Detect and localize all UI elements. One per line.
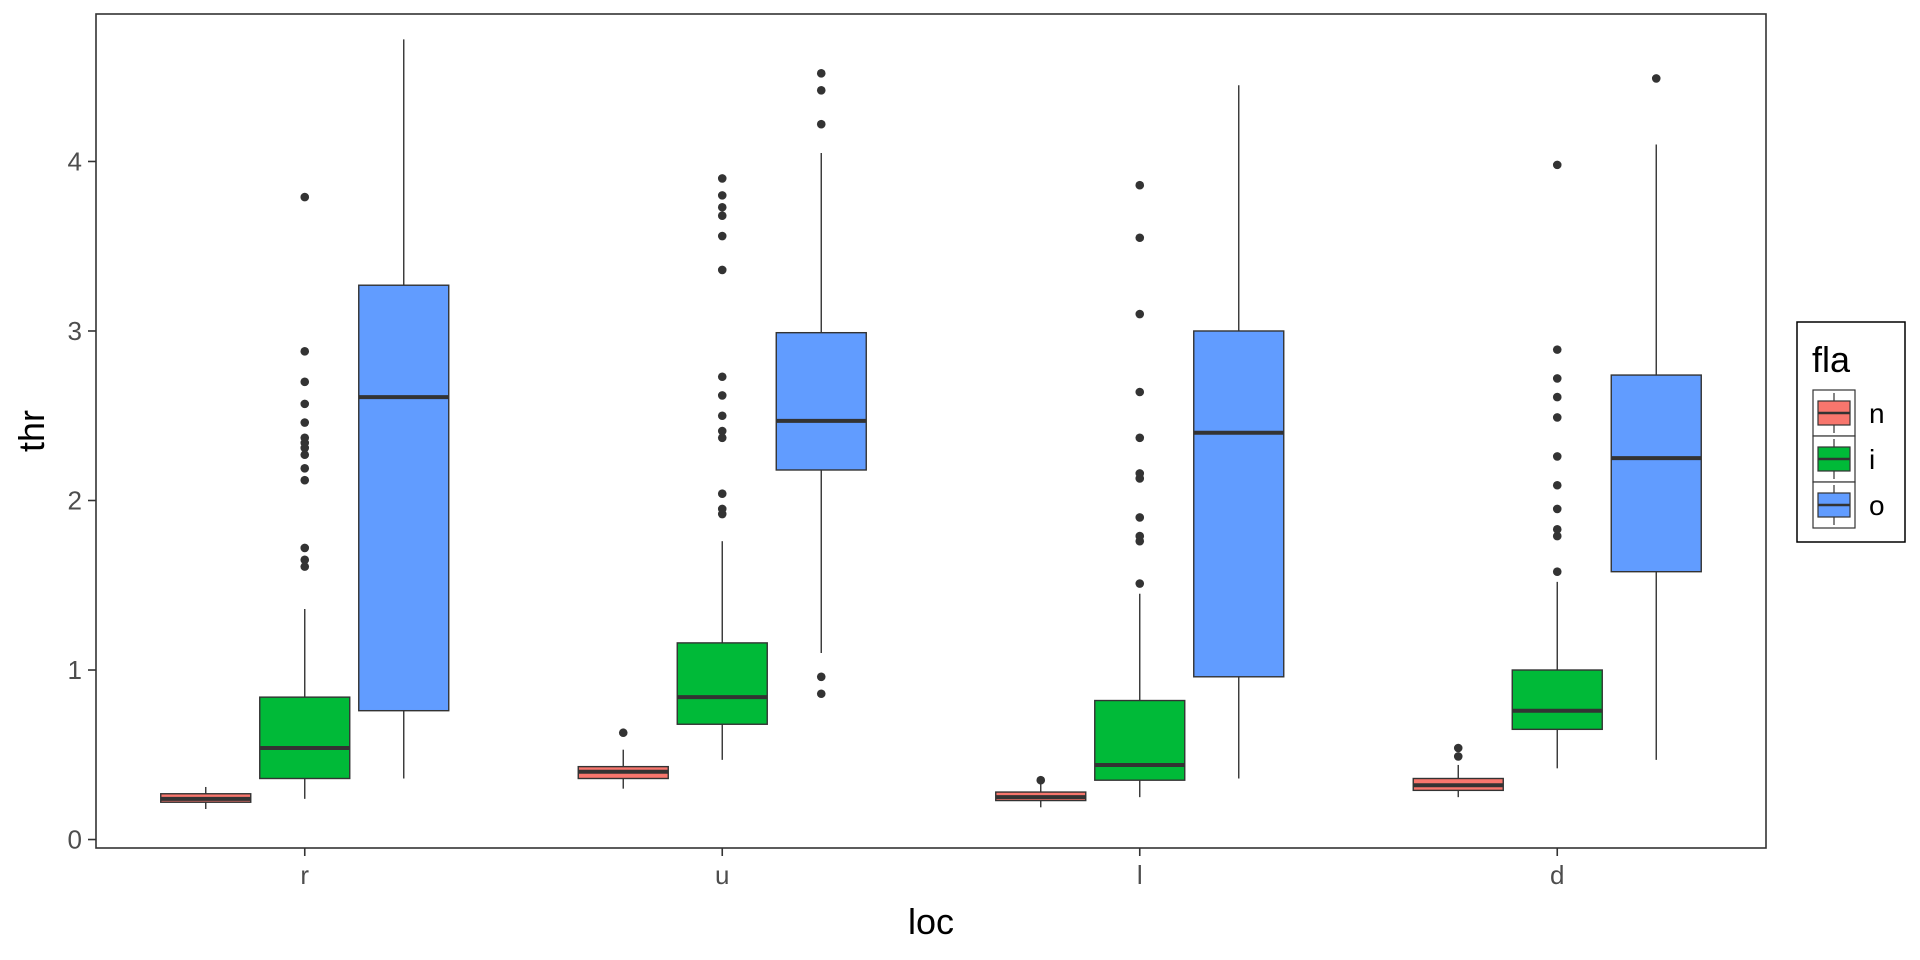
outlier-point [1552,504,1562,514]
box-i-r [259,192,351,799]
outlier-point [717,191,727,200]
box-iqr [1511,669,1603,731]
outlier-point [717,174,727,183]
outlier-point [300,450,310,460]
box-iqr [1193,330,1285,678]
box-o-d [1610,74,1702,760]
outlier-point [300,192,310,202]
outlier-point [618,728,628,738]
outlier-point [816,119,826,129]
outlier-point [717,411,727,421]
x-axis-title: loc [908,901,954,942]
box-i-d [1511,160,1603,769]
outlier-point [1135,469,1145,478]
box-n-r [160,786,252,810]
outlier-point [717,202,727,212]
x-tick-label-u: u [715,860,729,890]
outlier-point [717,211,727,221]
box-iqr [676,642,768,725]
legend: fla nio [1796,321,1906,543]
y-tick-label: 4 [68,146,82,176]
outlier-point [300,562,310,571]
box-o-u [775,69,867,699]
outlier-point [300,543,310,553]
outlier-point [717,391,727,400]
outlier-point [1552,567,1562,576]
legend-item-i: i [1812,435,1875,483]
outlier-point [717,489,727,499]
outlier-point [1552,374,1562,383]
legend-label-i: i [1869,444,1875,475]
outlier-point [300,399,310,409]
y-axis-title: thr [11,410,52,452]
outlier-point [717,231,727,241]
legend-item-o: o [1812,481,1885,529]
box-n-d [1412,743,1504,798]
outlier-point [1135,387,1145,397]
box-n-u [577,728,669,789]
outlier-point [1135,233,1145,243]
outlier-point [717,504,727,514]
legend-title: fla [1812,339,1851,380]
y-tick-label: 2 [68,486,82,516]
y-tick-label: 1 [68,655,82,685]
outlier-point [816,69,826,78]
x-tick-label-l: l [1137,860,1143,890]
outlier-point [1135,309,1145,319]
outlier-point [300,433,310,443]
outlier-point [1552,480,1562,490]
outlier-point [816,85,826,95]
outlier-point [300,418,310,427]
outlier-point [1135,531,1145,541]
outlier-point [1552,531,1562,541]
y-tick-label: 3 [68,316,82,346]
outlier-point [1552,452,1562,461]
outlier-point [1453,752,1463,761]
legend-keys: nio [1812,389,1885,529]
outlier-point [717,426,727,436]
x-tick-label-r: r [300,860,309,890]
box-iqr [775,331,867,471]
outlier-point [1135,579,1145,588]
outlier-point [300,475,310,485]
box-o-l [1193,85,1285,779]
outlier-point [300,463,310,473]
y-axis: 0 1 2 3 4 [68,146,96,855]
boxes-layer [160,39,1702,810]
x-tick-label-d: d [1550,860,1564,890]
box-i-l [1094,180,1186,798]
outlier-point [717,372,727,382]
outlier-point [1135,513,1145,522]
legend-label-o: o [1869,490,1885,521]
y-tick-label: 0 [68,825,82,855]
outlier-point [300,347,310,356]
box-iqr [1610,374,1702,573]
outlier-point [1651,74,1661,83]
box-o-r [358,39,450,779]
box-iqr [358,284,450,712]
outlier-point [1552,392,1562,402]
box-i-u [676,174,768,760]
outlier-point [1552,160,1562,170]
outlier-point [300,555,310,565]
outlier-point [717,433,727,443]
box-n-l [995,775,1087,808]
outlier-point [816,689,826,699]
legend-label-n: n [1869,398,1885,429]
outlier-point [717,265,727,275]
outlier-point [1135,433,1145,443]
outlier-point [300,377,310,387]
outlier-point [1552,525,1562,534]
box-iqr [259,696,351,780]
outlier-point [1552,345,1562,354]
legend-item-n: n [1812,389,1885,437]
outlier-point [1453,743,1463,753]
outlier-point [1135,180,1145,190]
box-iqr [1094,699,1186,781]
outlier-point [816,672,826,682]
outlier-point [1552,413,1562,422]
outlier-point [1036,775,1046,785]
